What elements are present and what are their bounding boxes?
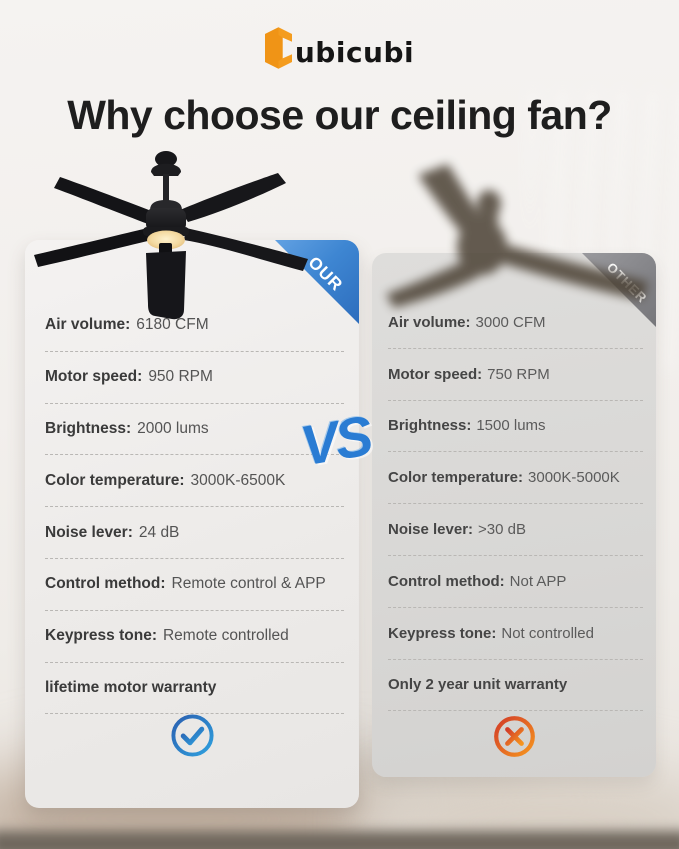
spec-row-color-temperature: Color temperature: 3000K-6500K xyxy=(45,455,344,508)
floor-shadow-band xyxy=(0,831,679,849)
spec-row-brightness: Brightness: 2000 lums xyxy=(45,404,344,456)
spec-row-warranty: lifetime motor warranty xyxy=(45,663,344,715)
other-fan-image xyxy=(386,164,648,308)
our-spec-list: Air volume: 6180 CFM Motor speed: 950 RP… xyxy=(45,300,344,715)
our-fan-card: OUR Air volume: 6180 CFM Motor speed: 95… xyxy=(25,240,359,808)
check-circle-icon xyxy=(170,714,214,757)
our-fan-image xyxy=(34,151,308,320)
vs-label: VS xyxy=(296,403,375,478)
spec-row-keypress-tone: Keypress tone: Not controlled xyxy=(388,608,643,660)
cube-c-logo-icon xyxy=(264,27,292,69)
spec-row-control-method: Control method: Not APP xyxy=(388,556,643,608)
spec-row-control-method: Control method: Remote control & APP xyxy=(45,559,344,611)
other-result xyxy=(372,714,656,759)
spec-row-warranty: Only 2 year unit warranty xyxy=(388,660,643,712)
page-title: Why choose our ceiling fan? xyxy=(67,92,612,138)
spec-row-color-temperature: Color temperature: 3000K-5000K xyxy=(388,452,643,505)
spec-row-noise-level: Noise lever: 24 dB xyxy=(45,507,344,559)
spec-row-air-volume: Air volume: 6180 CFM xyxy=(45,300,344,352)
our-result xyxy=(25,712,359,759)
spec-row-air-volume: Air volume: 3000 CFM xyxy=(388,297,643,349)
spec-row-motor-speed: Motor speed: 950 RPM xyxy=(45,352,344,404)
spec-row-motor-speed: Motor speed: 750 RPM xyxy=(388,349,643,401)
other-fan-card: OTHER Air volume: 3000 CFM Motor speed: … xyxy=(372,253,656,777)
brand-logo: ubicubi xyxy=(0,27,679,69)
cross-circle-icon xyxy=(493,716,535,757)
spec-row-noise-level: Noise lever: >30 dB xyxy=(388,504,643,556)
spec-row-keypress-tone: Keypress tone: Remote controlled xyxy=(45,611,344,663)
spec-row-brightness: Brightness: 1500 lums xyxy=(388,401,643,453)
other-spec-list: Air volume: 3000 CFM Motor speed: 750 RP… xyxy=(388,297,643,712)
brand-name: ubicubi xyxy=(294,36,415,69)
